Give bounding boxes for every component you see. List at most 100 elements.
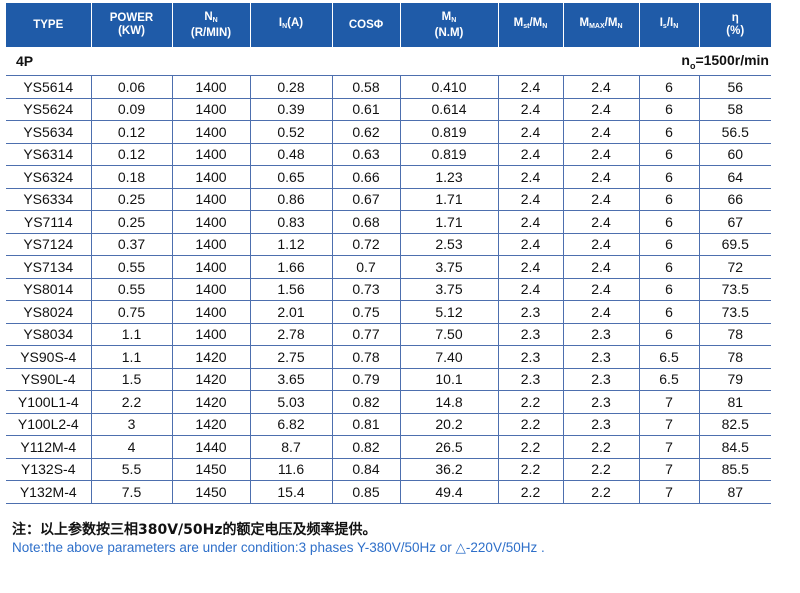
cell-speed: 1400 xyxy=(171,120,251,144)
cell-efficiency: 78 xyxy=(698,322,771,346)
cell-max-torque-ratio: 2.4 xyxy=(562,277,640,301)
cell-power: 0.37 xyxy=(90,232,173,256)
table-row: YS90S-4 1.1 1420 2.75 0.78 7.40 2.3 2.3 6.5 78 xyxy=(6,345,771,369)
cell-max-torque-ratio: 2.4 xyxy=(562,97,640,121)
cell-start-current-ratio: 7 xyxy=(638,390,700,414)
cell-speed: 1400 xyxy=(171,210,251,234)
cell-speed: 1400 xyxy=(171,300,251,324)
cell-speed: 1450 xyxy=(171,480,251,504)
cell-speed: 1400 xyxy=(171,142,251,166)
cell-power: 0.55 xyxy=(90,255,173,279)
col-power: POWER (KW) xyxy=(90,3,172,47)
cell-efficiency: 73.5 xyxy=(698,277,771,301)
cell-start-torque-ratio: 2.4 xyxy=(497,142,564,166)
table-row: YS6324 0.18 1400 0.65 0.66 1.23 2.4 2.4 6 64 xyxy=(6,165,771,189)
cell-efficiency: 81 xyxy=(698,390,771,414)
cell-current: 0.65 xyxy=(249,165,333,189)
table-row: YS5634 0.12 1400 0.52 0.62 0.819 2.4 2.4 6 56.5 xyxy=(6,120,771,144)
cell-current: 2.78 xyxy=(249,322,333,346)
cell-power: 0.06 xyxy=(90,75,173,99)
cell-power: 1.1 xyxy=(90,322,173,346)
cell-cos: 0.79 xyxy=(331,367,401,391)
cell-max-torque-ratio: 2.3 xyxy=(562,412,640,436)
table-row: Y112M-4 4 1440 8.7 0.82 26.5 2.2 2.2 7 84.5 xyxy=(6,435,771,459)
table-row: Y100L2-4 3 1420 6.82 0.81 20.2 2.2 2.3 7 82.5 xyxy=(6,412,771,436)
cell-speed: 1400 xyxy=(171,232,251,256)
cell-power: 7.5 xyxy=(90,480,173,504)
table-row: YS6334 0.25 1400 0.86 0.67 1.71 2.4 2.4 6 66 xyxy=(6,187,771,211)
cell-max-torque-ratio: 2.2 xyxy=(562,435,640,459)
cell-efficiency: 79 xyxy=(698,367,771,391)
cell-current: 6.82 xyxy=(249,412,333,436)
cell-start-torque-ratio: 2.4 xyxy=(497,255,564,279)
cell-torque: 26.5 xyxy=(399,435,499,459)
cell-efficiency: 64 xyxy=(698,165,771,189)
cell-speed: 1420 xyxy=(171,345,251,369)
cell-efficiency: 58 xyxy=(698,97,771,121)
cell-max-torque-ratio: 2.3 xyxy=(562,345,640,369)
group-row: 4P no=1500r/min xyxy=(6,47,771,76)
col-cos: COSΦ xyxy=(331,3,400,47)
cell-current: 5.03 xyxy=(249,390,333,414)
cell-start-current-ratio: 7 xyxy=(638,435,700,459)
cell-current: 2.01 xyxy=(249,300,333,324)
cell-max-torque-ratio: 2.4 xyxy=(562,165,640,189)
cell-max-torque-ratio: 2.3 xyxy=(562,390,640,414)
col-current: IN(A) xyxy=(249,3,332,47)
cell-type: Y132S-4 xyxy=(6,457,92,481)
col-torque: MN (N.M) xyxy=(399,3,498,47)
cell-cos: 0.81 xyxy=(331,412,401,436)
cell-power: 1.5 xyxy=(90,367,173,391)
cell-type: Y100L2-4 xyxy=(6,412,92,436)
cell-power: 4 xyxy=(90,435,173,459)
cell-cos: 0.62 xyxy=(331,120,401,144)
cell-torque: 0.614 xyxy=(399,97,499,121)
cell-current: 1.56 xyxy=(249,277,333,301)
table-row: YS8014 0.55 1400 1.56 0.73 3.75 2.4 2.4 6 73.5 xyxy=(6,277,771,301)
note-english: Note:the above parameters are under cond… xyxy=(12,540,545,555)
cell-power: 0.55 xyxy=(90,277,173,301)
col-type: TYPE xyxy=(6,3,91,47)
cell-torque: 2.53 xyxy=(399,232,499,256)
cell-efficiency: 82.5 xyxy=(698,412,771,436)
cell-start-current-ratio: 6 xyxy=(638,187,700,211)
cell-type: Y100L1-4 xyxy=(6,390,92,414)
cell-efficiency: 84.5 xyxy=(698,435,771,459)
cell-cos: 0.66 xyxy=(331,165,401,189)
cell-speed: 1400 xyxy=(171,165,251,189)
cell-type: YS90L-4 xyxy=(6,367,92,391)
cell-current: 3.65 xyxy=(249,367,333,391)
col-start-torque-ratio: Mst/MN xyxy=(497,3,563,47)
cell-start-current-ratio: 6 xyxy=(638,300,700,324)
header-row: TYPE POWER (KW) NN (R/MIN) IN(A) COSΦ MN (N… xyxy=(6,3,771,47)
cell-type: YS8034 xyxy=(6,322,92,346)
cell-start-current-ratio: 7 xyxy=(638,457,700,481)
cell-current: 0.48 xyxy=(249,142,333,166)
cell-start-current-ratio: 6 xyxy=(638,232,700,256)
cell-torque: 1.71 xyxy=(399,210,499,234)
cell-start-torque-ratio: 2.2 xyxy=(497,457,564,481)
cell-current: 0.83 xyxy=(249,210,333,234)
cell-start-current-ratio: 6 xyxy=(638,97,700,121)
cell-speed: 1420 xyxy=(171,390,251,414)
cell-start-current-ratio: 6 xyxy=(638,75,700,99)
cell-start-torque-ratio: 2.4 xyxy=(497,165,564,189)
table-row: YS5624 0.09 1400 0.39 0.61 0.614 2.4 2.4 6 58 xyxy=(6,97,771,121)
col-efficiency: η (%) xyxy=(698,3,771,47)
cell-efficiency: 56.5 xyxy=(698,120,771,144)
cell-torque: 1.71 xyxy=(399,187,499,211)
cell-type: YS5634 xyxy=(6,120,92,144)
table-row: YS8034 1.1 1400 2.78 0.77 7.50 2.3 2.3 6 78 xyxy=(6,322,771,346)
cell-cos: 0.58 xyxy=(331,75,401,99)
cell-current: 0.52 xyxy=(249,120,333,144)
table-row: YS5614 0.06 1400 0.28 0.58 0.410 2.4 2.4 6 56 xyxy=(6,75,771,99)
table-row: YS7134 0.55 1400 1.66 0.7 3.75 2.4 2.4 6 72 xyxy=(6,255,771,279)
cell-power: 0.25 xyxy=(90,187,173,211)
cell-type: YS7134 xyxy=(6,255,92,279)
cell-speed: 1450 xyxy=(171,457,251,481)
cell-start-current-ratio: 6 xyxy=(638,277,700,301)
cell-current: 11.6 xyxy=(249,457,333,481)
cell-speed: 1400 xyxy=(171,187,251,211)
cell-torque: 3.75 xyxy=(399,277,499,301)
cell-speed: 1400 xyxy=(171,322,251,346)
